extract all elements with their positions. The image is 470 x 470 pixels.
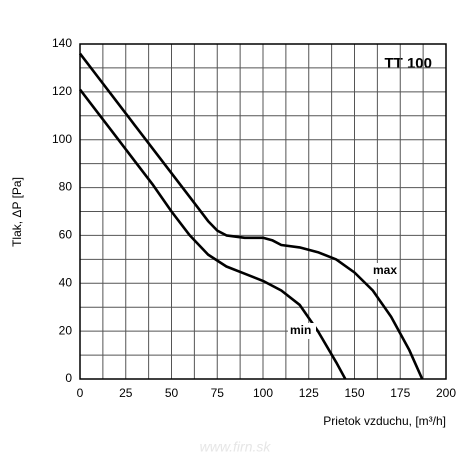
x-tick-label: 0 [77, 386, 84, 400]
y-tick-label: 0 [65, 371, 72, 385]
x-tick-label: 125 [299, 386, 319, 400]
x-tick-label: 200 [436, 386, 456, 400]
curve [78, 52, 424, 380]
x-tick-label: 50 [165, 386, 179, 400]
x-tick-label: 150 [344, 386, 364, 400]
watermark-text: www.firn.sk [200, 439, 272, 455]
x-axis-label: Prietok vzduchu, [m³/h] [323, 414, 446, 428]
x-tick-label: 100 [253, 386, 273, 400]
y-tick-label: 80 [59, 180, 73, 194]
chart-title: TT 100 [384, 55, 432, 72]
curve [78, 88, 347, 380]
x-tick-label: 25 [119, 386, 133, 400]
y-tick-label: 140 [52, 36, 72, 50]
y-tick-label: 100 [52, 132, 72, 146]
x-tick-label: 175 [390, 386, 410, 400]
y-tick-label: 20 [59, 323, 73, 337]
y-axis-label: Tlak, ΔP [Pa] [10, 177, 24, 247]
curve-label: max [373, 263, 397, 277]
curve-label-bg [371, 263, 399, 279]
y-tick-label: 60 [59, 228, 73, 242]
y-tick-label: 40 [59, 275, 73, 289]
x-tick-label: 75 [211, 386, 225, 400]
y-tick-label: 120 [52, 84, 72, 98]
curve-label: min [290, 323, 311, 337]
plot-frame [79, 43, 447, 380]
curve-label-bg [288, 323, 316, 339]
